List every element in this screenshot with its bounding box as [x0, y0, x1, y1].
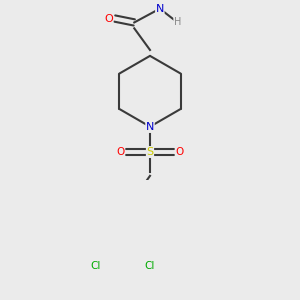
Text: Cl: Cl — [90, 261, 100, 271]
Text: O: O — [176, 147, 184, 157]
Text: N: N — [156, 4, 164, 14]
Text: S: S — [146, 147, 154, 157]
Text: O: O — [116, 147, 124, 157]
Text: H: H — [174, 17, 181, 27]
Text: N: N — [146, 122, 154, 132]
Text: O: O — [104, 14, 113, 23]
Text: Cl: Cl — [144, 261, 155, 271]
